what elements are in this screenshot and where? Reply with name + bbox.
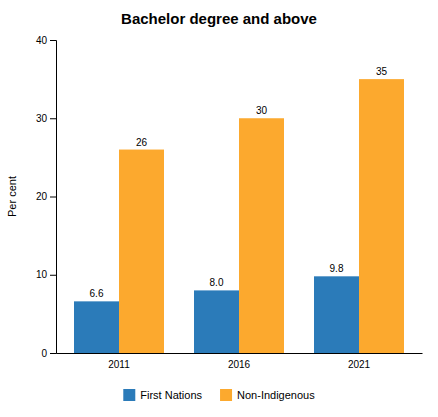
tick: 40 (36, 35, 56, 46)
data-labels: 6.6 8.0 9.8 26 30 35 (90, 66, 388, 299)
tick: 20 (36, 191, 56, 202)
bar-series (74, 276, 359, 353)
bar (119, 150, 164, 353)
tick-label: 10 (36, 269, 48, 280)
legend: First Nations Non-Indigenous (123, 389, 315, 401)
bar (74, 301, 119, 353)
chart: 6.6 8.0 9.8 26 30 35 0 10 20 30 40 2011 2016 2021 Per … (0, 0, 438, 417)
data-label: 6.6 (90, 288, 104, 299)
tick: 2021 (348, 359, 371, 370)
legend-item: First Nations (123, 389, 202, 401)
legend-label: Non-Indigenous (237, 389, 315, 401)
y-axis-title: Per cent (6, 176, 18, 217)
tick-mark (50, 118, 56, 119)
tick-label: 2021 (348, 359, 371, 370)
tick: 0 (41, 348, 56, 359)
bar (194, 290, 239, 353)
tick: 2011 (108, 359, 130, 370)
axis-line (50, 41, 57, 354)
tick-label: 2011 (108, 359, 130, 370)
tick-label: 2016 (228, 359, 251, 370)
tick-mark (50, 353, 56, 354)
bars (74, 79, 404, 353)
legend-item: Non-Indigenous (220, 389, 315, 401)
bar (314, 276, 359, 353)
legend-label: First Nations (140, 389, 202, 401)
data-label: 26 (136, 137, 148, 148)
title: Bachelor degree and above (121, 10, 317, 27)
bar-series (119, 79, 404, 353)
tick-mark (50, 197, 56, 198)
bar (359, 79, 404, 353)
plot-area: 6.6 8.0 9.8 26 30 35 0 10 20 30 40 2011 2016 2021 (36, 35, 423, 370)
tick-mark (50, 275, 56, 276)
tick-mark (50, 40, 56, 41)
tick-label: 40 (36, 35, 48, 46)
legend-swatch (220, 389, 232, 401)
tick: 10 (36, 269, 56, 280)
tick-label: 20 (36, 191, 48, 202)
data-label: 8.0 (210, 277, 224, 288)
data-label: 35 (376, 66, 388, 77)
data-label: 30 (256, 105, 268, 116)
data-label: 9.8 (330, 263, 344, 274)
legend-swatch (123, 389, 135, 401)
axis-line (57, 353, 423, 354)
tick-label: 0 (41, 348, 47, 359)
x-axis: 2011 2016 2021 (57, 354, 423, 371)
tick-label: 30 (36, 113, 48, 124)
y-axis: 0 10 20 30 40 (36, 35, 57, 359)
tick: 2016 (228, 359, 251, 370)
tick: 30 (36, 113, 56, 124)
bar (239, 118, 284, 353)
